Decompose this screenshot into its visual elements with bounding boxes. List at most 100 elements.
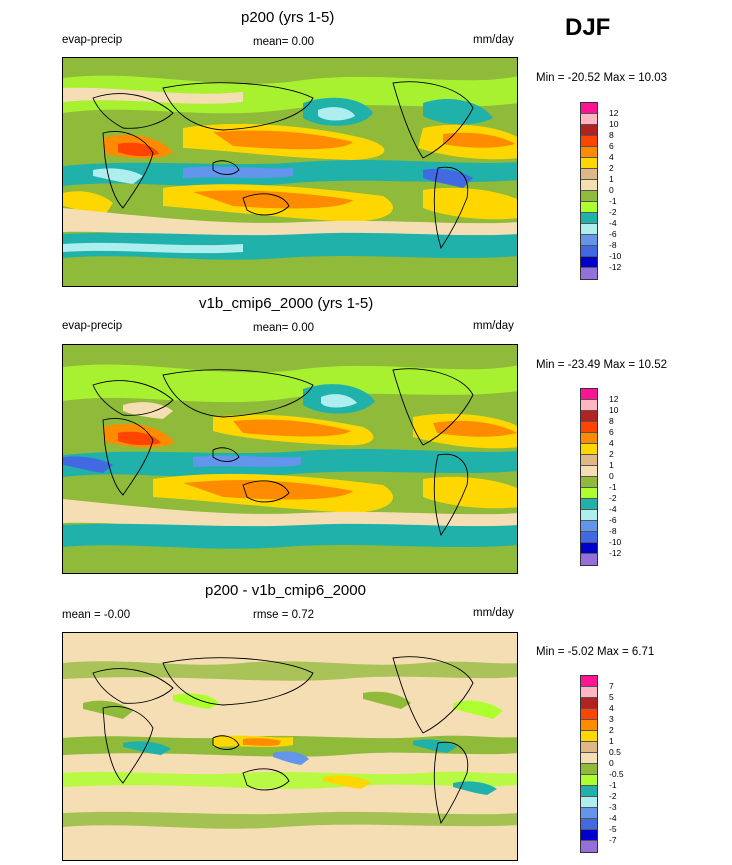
colorbar-tick: -10 <box>609 251 622 261</box>
colorbar-tick: -1 <box>609 780 617 790</box>
colorbar-box <box>581 764 597 775</box>
panel-2-mean: mean= 0.00 <box>253 322 315 334</box>
colorbar-box <box>581 158 597 169</box>
colorbar-tick: -10 <box>609 537 622 547</box>
panel-3-title: p200 - v1b_cmip6_2000 <box>205 582 366 599</box>
colorbar-tick: 1 <box>609 174 614 184</box>
season-label: DJF <box>565 14 611 41</box>
colorbar-tick: -8 <box>609 240 617 250</box>
colorbar-tick: 0 <box>609 471 614 481</box>
colorbar-box <box>581 389 597 400</box>
colorbar-box <box>581 477 597 488</box>
colorbar-box <box>581 180 597 191</box>
colorbar-box <box>581 169 597 180</box>
colorbar-box <box>581 202 597 213</box>
panel-2-colorbar <box>580 388 598 566</box>
colorbar-tick: -4 <box>609 813 617 823</box>
colorbar-box <box>581 455 597 466</box>
colorbar-box <box>581 235 597 246</box>
panel-3-colorbar <box>580 675 598 853</box>
colorbar-box <box>581 786 597 797</box>
colorbar-tick: 2 <box>609 163 614 173</box>
colorbar-box <box>581 125 597 136</box>
panel-1-minmax: Min = -20.52 Max = 10.03 <box>536 72 668 84</box>
panel-1-title: p200 (yrs 1-5) <box>241 9 335 26</box>
colorbar-tick: -1 <box>609 482 617 492</box>
colorbar-box <box>581 444 597 455</box>
colorbar-box <box>581 521 597 532</box>
colorbar-tick: -8 <box>609 526 617 536</box>
panel-1-variable: evap-precip <box>62 34 123 46</box>
colorbar-box <box>581 731 597 742</box>
colorbar-box <box>581 753 597 764</box>
colorbar-tick: -2 <box>609 791 617 801</box>
colorbar-box <box>581 466 597 477</box>
panel-2-variable: evap-precip <box>62 320 123 332</box>
colorbar-box <box>581 114 597 125</box>
panel-3-minmax: Min = -5.02 Max = 6.71 <box>536 646 655 658</box>
colorbar-box <box>581 676 597 687</box>
colorbar-tick: 2 <box>609 449 614 459</box>
colorbar-box <box>581 488 597 499</box>
colorbar-tick: 0 <box>609 185 614 195</box>
panel-1-colorbar <box>580 102 598 280</box>
colorbar-tick: 5 <box>609 692 614 702</box>
colorbar-tick: -4 <box>609 504 617 514</box>
colorbar-tick: 8 <box>609 416 614 426</box>
colorbar-box <box>581 400 597 411</box>
panel-1-units: mm/day <box>473 34 514 46</box>
panel-2-map <box>62 344 518 574</box>
colorbar-tick: 10 <box>609 405 619 415</box>
colorbar-box <box>581 103 597 114</box>
colorbar-box <box>581 213 597 224</box>
colorbar-box <box>581 191 597 202</box>
colorbar-tick: 10 <box>609 119 619 129</box>
colorbar-box <box>581 808 597 819</box>
colorbar-box <box>581 532 597 543</box>
colorbar-tick: -6 <box>609 515 617 525</box>
panel-3-mean: mean = -0.00 <box>62 609 131 621</box>
colorbar-tick: 4 <box>609 703 614 713</box>
colorbar-box <box>581 543 597 554</box>
colorbar-box <box>581 147 597 158</box>
colorbar-tick: 4 <box>609 438 614 448</box>
colorbar-box <box>581 797 597 808</box>
colorbar-box <box>581 510 597 521</box>
colorbar-tick: -7 <box>609 835 617 845</box>
colorbar-tick: 6 <box>609 427 614 437</box>
colorbar-tick: 12 <box>609 108 619 118</box>
colorbar-tick: -2 <box>609 207 617 217</box>
colorbar-box <box>581 499 597 510</box>
colorbar-box <box>581 257 597 268</box>
colorbar-box <box>581 720 597 731</box>
colorbar-box <box>581 411 597 422</box>
colorbar-tick: -2 <box>609 493 617 503</box>
colorbar-tick: 2 <box>609 725 614 735</box>
colorbar-box <box>581 224 597 235</box>
colorbar-tick: 0.5 <box>609 747 621 757</box>
colorbar-box <box>581 830 597 841</box>
colorbar-tick: 7 <box>609 681 614 691</box>
panel-3-units: mm/day <box>473 607 514 619</box>
colorbar-tick: -12 <box>609 548 622 558</box>
colorbar-box <box>581 698 597 709</box>
colorbar-tick: -4 <box>609 218 617 228</box>
colorbar-box <box>581 422 597 433</box>
colorbar-box <box>581 554 597 565</box>
colorbar-box <box>581 742 597 753</box>
colorbar-box <box>581 246 597 257</box>
colorbar-box <box>581 841 597 852</box>
colorbar-tick: -5 <box>609 824 617 834</box>
colorbar-tick: 12 <box>609 394 619 404</box>
colorbar-box <box>581 136 597 147</box>
colorbar-tick: 1 <box>609 736 614 746</box>
colorbar-tick: -0.5 <box>609 769 624 779</box>
colorbar-tick: 3 <box>609 714 614 724</box>
colorbar-box <box>581 775 597 786</box>
colorbar-box <box>581 687 597 698</box>
panel-3-map <box>62 632 518 861</box>
colorbar-tick: -6 <box>609 229 617 239</box>
colorbar-tick: 8 <box>609 130 614 140</box>
panel-2-minmax: Min = -23.49 Max = 10.52 <box>536 359 668 371</box>
colorbar-box <box>581 819 597 830</box>
